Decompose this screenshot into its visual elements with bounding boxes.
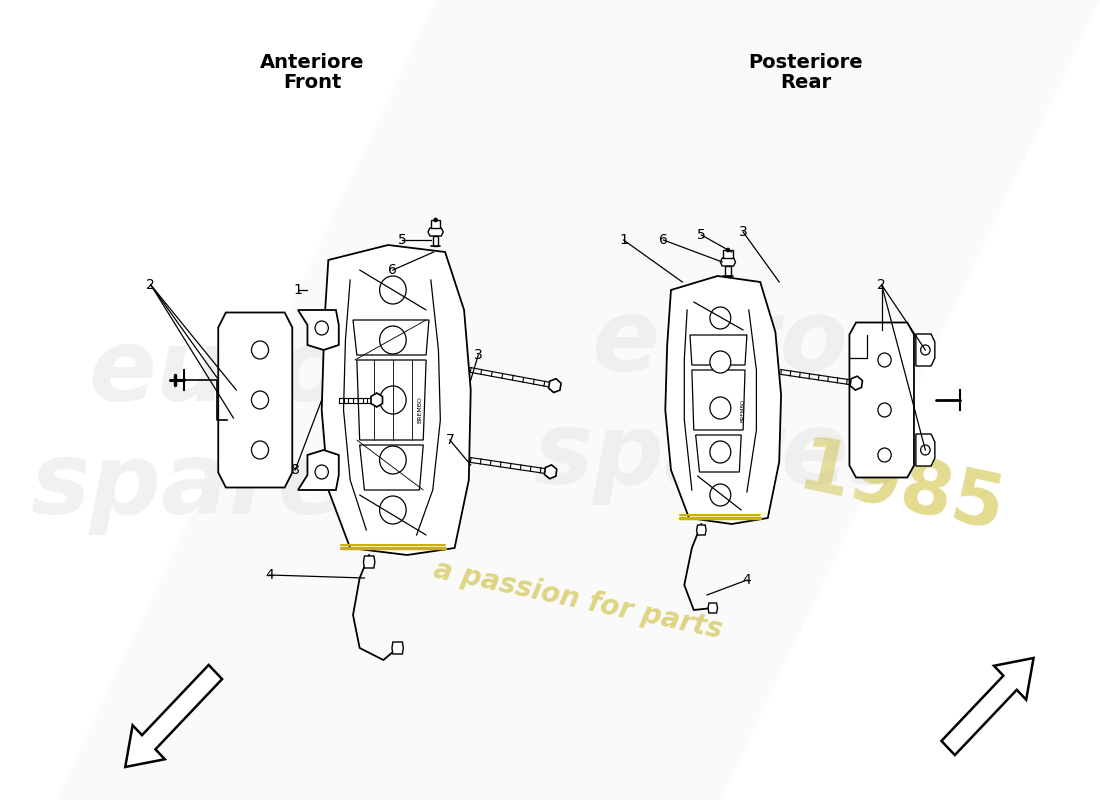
- Text: 5: 5: [697, 228, 706, 242]
- Polygon shape: [56, 0, 1100, 800]
- Polygon shape: [690, 335, 747, 365]
- Polygon shape: [916, 334, 935, 366]
- Text: 5: 5: [398, 233, 407, 247]
- Text: 4: 4: [265, 568, 274, 582]
- Text: 2: 2: [146, 278, 155, 292]
- Polygon shape: [849, 322, 914, 478]
- Polygon shape: [353, 320, 429, 355]
- Text: BREMBO: BREMBO: [740, 398, 746, 422]
- Text: euro
spares: euro spares: [30, 326, 405, 534]
- Polygon shape: [708, 603, 717, 613]
- Text: 1: 1: [294, 283, 302, 297]
- Polygon shape: [666, 276, 781, 524]
- Polygon shape: [725, 266, 730, 276]
- Circle shape: [921, 345, 931, 355]
- Polygon shape: [544, 465, 557, 478]
- FancyArrow shape: [942, 658, 1034, 755]
- Polygon shape: [723, 250, 733, 258]
- Text: 6: 6: [388, 263, 397, 277]
- Polygon shape: [218, 313, 293, 487]
- Text: Front: Front: [283, 73, 341, 91]
- Polygon shape: [298, 310, 339, 350]
- Circle shape: [315, 321, 328, 335]
- Circle shape: [710, 484, 730, 506]
- Polygon shape: [392, 642, 404, 654]
- Circle shape: [379, 326, 406, 354]
- Circle shape: [379, 496, 406, 524]
- Polygon shape: [298, 450, 339, 490]
- Polygon shape: [371, 393, 383, 407]
- Polygon shape: [431, 220, 440, 228]
- Polygon shape: [356, 360, 426, 440]
- Circle shape: [726, 248, 729, 252]
- Polygon shape: [432, 236, 439, 246]
- Polygon shape: [850, 376, 862, 390]
- Text: 2: 2: [878, 278, 887, 292]
- Polygon shape: [692, 370, 745, 430]
- Circle shape: [252, 341, 268, 359]
- Circle shape: [710, 307, 730, 329]
- Text: 8: 8: [290, 463, 299, 477]
- Circle shape: [315, 465, 328, 479]
- Polygon shape: [360, 445, 424, 490]
- FancyArrow shape: [125, 665, 222, 767]
- Circle shape: [710, 441, 730, 463]
- Circle shape: [878, 448, 891, 462]
- Circle shape: [921, 445, 931, 455]
- Polygon shape: [720, 258, 736, 266]
- Circle shape: [878, 403, 891, 417]
- Text: 4: 4: [742, 573, 751, 587]
- Polygon shape: [916, 434, 935, 466]
- Polygon shape: [321, 245, 471, 555]
- Polygon shape: [695, 435, 741, 472]
- Circle shape: [710, 397, 730, 419]
- Text: 7: 7: [446, 433, 454, 447]
- Text: euro
spares: euro spares: [532, 295, 908, 505]
- Polygon shape: [428, 228, 443, 236]
- Text: 3: 3: [739, 225, 748, 239]
- Polygon shape: [549, 378, 561, 393]
- Circle shape: [379, 386, 406, 414]
- Text: Anteriore: Anteriore: [260, 53, 364, 71]
- Text: BREMBO: BREMBO: [417, 397, 422, 423]
- Circle shape: [710, 351, 730, 373]
- Text: 6: 6: [659, 233, 668, 247]
- Text: 1985: 1985: [791, 433, 1011, 547]
- Polygon shape: [696, 525, 706, 535]
- Circle shape: [433, 218, 438, 222]
- Text: 3: 3: [474, 348, 483, 362]
- Text: a passion for parts: a passion for parts: [431, 556, 725, 644]
- Circle shape: [252, 441, 268, 459]
- Circle shape: [252, 391, 268, 409]
- Polygon shape: [363, 556, 375, 568]
- Circle shape: [379, 276, 406, 304]
- Circle shape: [878, 353, 891, 367]
- Circle shape: [379, 446, 406, 474]
- Text: 1: 1: [619, 233, 628, 247]
- Text: Rear: Rear: [780, 73, 832, 91]
- Text: Posteriore: Posteriore: [748, 53, 864, 71]
